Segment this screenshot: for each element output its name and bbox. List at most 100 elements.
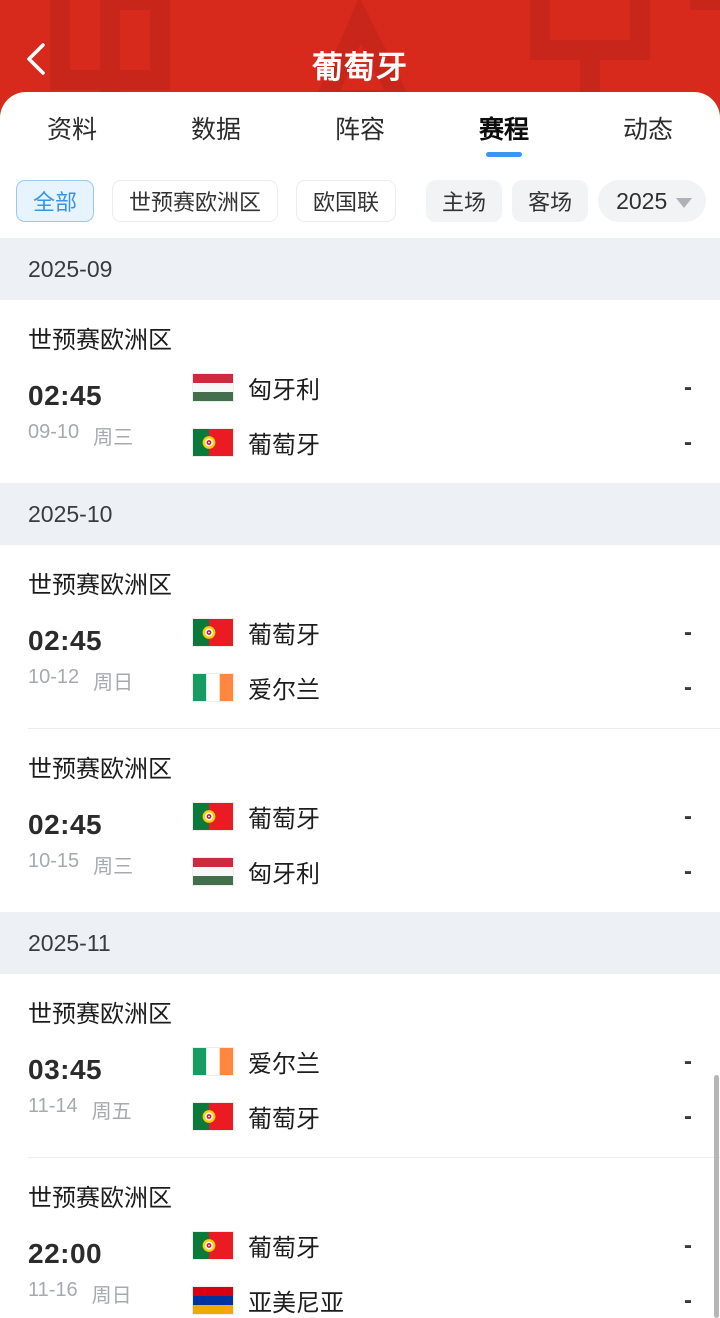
kickoff-time: 02:45 xyxy=(28,625,103,656)
kickoff-date-value: 11-14 xyxy=(28,1095,78,1117)
month-header: 2025-09 xyxy=(0,238,720,300)
month-label: 2025-10 xyxy=(28,500,113,527)
away-score: - xyxy=(684,1287,692,1314)
scores: - - xyxy=(666,1039,692,1139)
away-team-name: 匈牙利 xyxy=(248,861,320,888)
hungary-flag-icon xyxy=(193,374,233,401)
ireland-flag-icon xyxy=(193,674,233,701)
away-team-name: 葡萄牙 xyxy=(248,432,320,459)
armenia-flag-icon xyxy=(193,1287,233,1314)
kickoff-date: 09-10 周三 xyxy=(28,421,193,450)
scores: - - xyxy=(666,610,692,710)
filter-bar: 全部 世预赛欧洲区 欧国联 主场 客场 2025 xyxy=(0,164,720,238)
home-score: - xyxy=(684,1232,692,1259)
away-score: - xyxy=(684,858,692,885)
away-team: 葡萄牙 xyxy=(193,1094,666,1139)
month-header: 2025-10 xyxy=(0,483,720,545)
kickoff-time: 02:45 xyxy=(28,809,103,840)
tab-label: 阵容 xyxy=(334,116,385,144)
filter-chip-all[interactable]: 全部 xyxy=(16,180,95,222)
month-label: 2025-09 xyxy=(28,255,113,282)
kickoff-time: 03:45 xyxy=(28,1054,103,1085)
tab-label: 资料 xyxy=(46,116,97,144)
ireland-flag-icon xyxy=(193,1048,233,1075)
portugal-flag-icon xyxy=(193,803,233,830)
year-select[interactable]: 2025 xyxy=(598,180,707,222)
tab-label: 赛程 xyxy=(478,116,529,144)
competition-label: 世预赛欧洲区 xyxy=(28,1185,172,1212)
match-row: 02:45 10-12 周日 葡萄牙 爱 xyxy=(0,604,720,728)
match-divider xyxy=(28,1157,720,1158)
tab-underline xyxy=(486,152,522,157)
scrollbar-thumb[interactable] xyxy=(714,1075,719,1318)
match-card[interactable]: 世预赛欧洲区 02:45 10-12 周日 葡萄牙 xyxy=(0,545,720,728)
home-score: - xyxy=(684,374,692,401)
back-chevron-icon xyxy=(27,42,45,75)
month-label: 2025-11 xyxy=(28,929,111,956)
tab-squad[interactable]: 阵容 xyxy=(288,92,432,164)
back-button[interactable] xyxy=(14,38,58,82)
home-score: - xyxy=(684,1048,692,1075)
home-team-name: 葡萄牙 xyxy=(248,1235,320,1262)
kickoff-date: 10-12 周日 xyxy=(28,666,193,695)
kickoff-date-value: 10-12 xyxy=(28,666,80,688)
competition-label: 世预赛欧洲区 xyxy=(28,327,172,354)
scores: - - xyxy=(666,1223,692,1318)
filter-chip-home[interactable]: 主场 xyxy=(426,180,503,222)
teams: 葡萄牙 匈牙利 xyxy=(193,794,666,894)
home-score: - xyxy=(684,803,692,830)
scores: - - xyxy=(666,794,692,894)
content-card: 资料 数据 阵容 赛程 动态 全部 世预赛欧洲区 欧国联 主场 客场 2025 … xyxy=(0,92,720,1318)
match-card[interactable]: 世预赛欧洲区 03:45 11-14 周五 爱尔兰 xyxy=(0,974,720,1157)
competition-label: 世预赛欧洲区 xyxy=(28,1001,172,1028)
teams: 匈牙利 葡萄牙 xyxy=(193,365,666,465)
home-score: - xyxy=(684,619,692,646)
kickoff-date: 10-15 周三 xyxy=(28,850,193,879)
kickoff-weekday: 周五 xyxy=(91,1101,132,1123)
match-row: 03:45 11-14 周五 爱尔兰 葡 xyxy=(0,1033,720,1157)
filter-chip-away[interactable]: 客场 xyxy=(512,180,589,222)
home-team-name: 葡萄牙 xyxy=(248,622,320,649)
away-score: - xyxy=(684,429,692,456)
tab-label: 数据 xyxy=(190,116,241,144)
tab-bar: 资料 数据 阵容 赛程 动态 xyxy=(0,92,720,164)
kickoff-weekday: 周日 xyxy=(93,672,134,694)
tab-stats[interactable]: 数据 xyxy=(144,92,288,164)
kickoff-date-value: 10-15 xyxy=(28,850,80,872)
home-team: 葡萄牙 xyxy=(193,794,666,839)
away-team: 爱尔兰 xyxy=(193,665,666,710)
match-card[interactable]: 世预赛欧洲区 02:45 09-10 周三 匈牙利 xyxy=(0,300,720,483)
portugal-flag-icon xyxy=(193,429,233,456)
tab-profile[interactable]: 资料 xyxy=(0,92,144,164)
tab-schedule[interactable]: 赛程 xyxy=(432,92,576,164)
kickoff-info: 02:45 10-12 周日 xyxy=(28,625,193,695)
match-row: 22:00 11-16 周日 葡萄牙 亚 xyxy=(0,1217,720,1318)
away-team-name: 爱尔兰 xyxy=(248,677,320,704)
kickoff-info: 02:45 10-15 周三 xyxy=(28,809,193,879)
match-card[interactable]: 世预赛欧洲区 22:00 11-16 周日 葡萄牙 xyxy=(0,1157,720,1318)
portugal-flag-icon xyxy=(193,1232,233,1259)
kickoff-date-value: 09-10 xyxy=(28,421,80,443)
home-team: 葡萄牙 xyxy=(193,1223,666,1268)
teams: 葡萄牙 爱尔兰 xyxy=(193,610,666,710)
year-select-value: 2025 xyxy=(616,187,668,214)
kickoff-date-value: 11-16 xyxy=(28,1279,78,1301)
kickoff-date: 11-14 周五 xyxy=(28,1095,193,1124)
away-team-name: 亚美尼亚 xyxy=(248,1290,344,1317)
away-score: - xyxy=(684,674,692,701)
match-divider xyxy=(28,728,720,729)
home-team-name: 葡萄牙 xyxy=(248,806,320,833)
kickoff-weekday: 周三 xyxy=(93,427,134,449)
filter-chip-nations-league[interactable]: 欧国联 xyxy=(296,180,397,222)
away-team: 匈牙利 xyxy=(193,849,666,894)
teams: 葡萄牙 亚美尼亚 xyxy=(193,1223,666,1318)
tab-news[interactable]: 动态 xyxy=(576,92,720,164)
scores: - - xyxy=(666,365,692,465)
portugal-flag-icon xyxy=(193,1103,233,1130)
caret-down-icon xyxy=(676,197,693,208)
kickoff-weekday: 周三 xyxy=(93,856,134,878)
filter-chip-wcq-europe[interactable]: 世预赛欧洲区 xyxy=(112,180,279,222)
away-score: - xyxy=(684,1103,692,1130)
match-card[interactable]: 世预赛欧洲区 02:45 10-15 周三 葡萄牙 xyxy=(0,728,720,912)
home-team: 匈牙利 xyxy=(193,365,666,410)
